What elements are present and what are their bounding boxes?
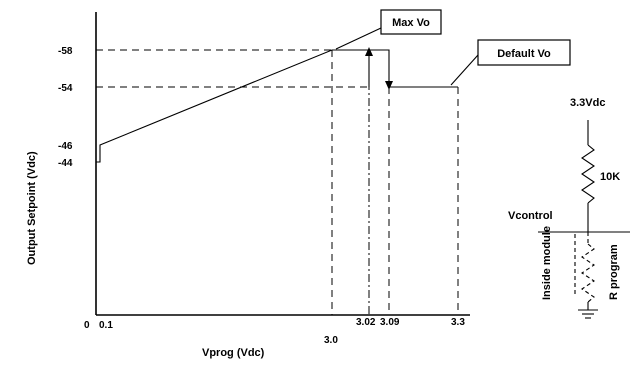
- r-program-icon: [581, 243, 595, 303]
- default-vo-leader: [450, 54, 479, 86]
- x-tick-label: 3.02: [356, 317, 376, 328]
- down-arrow-icon: [385, 81, 393, 90]
- supply-label: 3.3Vdc: [570, 97, 605, 109]
- y-tick-label: -54: [58, 83, 73, 94]
- control-circuit: 3.3Vdc 10K Vcontrol Inside module R prog…: [508, 97, 630, 319]
- guide-lines: [96, 49, 459, 315]
- default-vo-label: Default Vo: [497, 48, 551, 60]
- max-vo-leader: [335, 27, 382, 50]
- default-vo-box: [477, 39, 571, 66]
- y-tick-label: -44: [58, 158, 73, 169]
- max-vo-label: Max Vo: [392, 17, 430, 29]
- x-tick-label: 3.0: [324, 335, 338, 346]
- x-tick-label: 0.1: [99, 320, 113, 331]
- r-program-label: R program: [608, 244, 620, 300]
- resistor-10k-icon: [581, 144, 595, 204]
- module-label-text: Inside module: [541, 226, 553, 300]
- up-arrow-icon: [365, 47, 373, 56]
- max-vo-box: [380, 9, 442, 35]
- x-tick-label: 3.09: [380, 317, 400, 328]
- setpoint-curve: [96, 49, 458, 163]
- y-tick-label: -46: [58, 141, 73, 152]
- y-axis-label: Output Setpoint (Vdc): [26, 151, 38, 265]
- resistor-label: 10K: [600, 171, 620, 183]
- vcontrol-label: Vcontrol: [508, 210, 553, 222]
- module-label: Inside module: [541, 226, 553, 300]
- x-tick-label: 3.3: [451, 317, 465, 328]
- x-tick-label: 0: [84, 320, 90, 331]
- x-axis-label: Vprog (Vdc): [202, 347, 265, 359]
- y-tick-label: -58: [58, 46, 73, 57]
